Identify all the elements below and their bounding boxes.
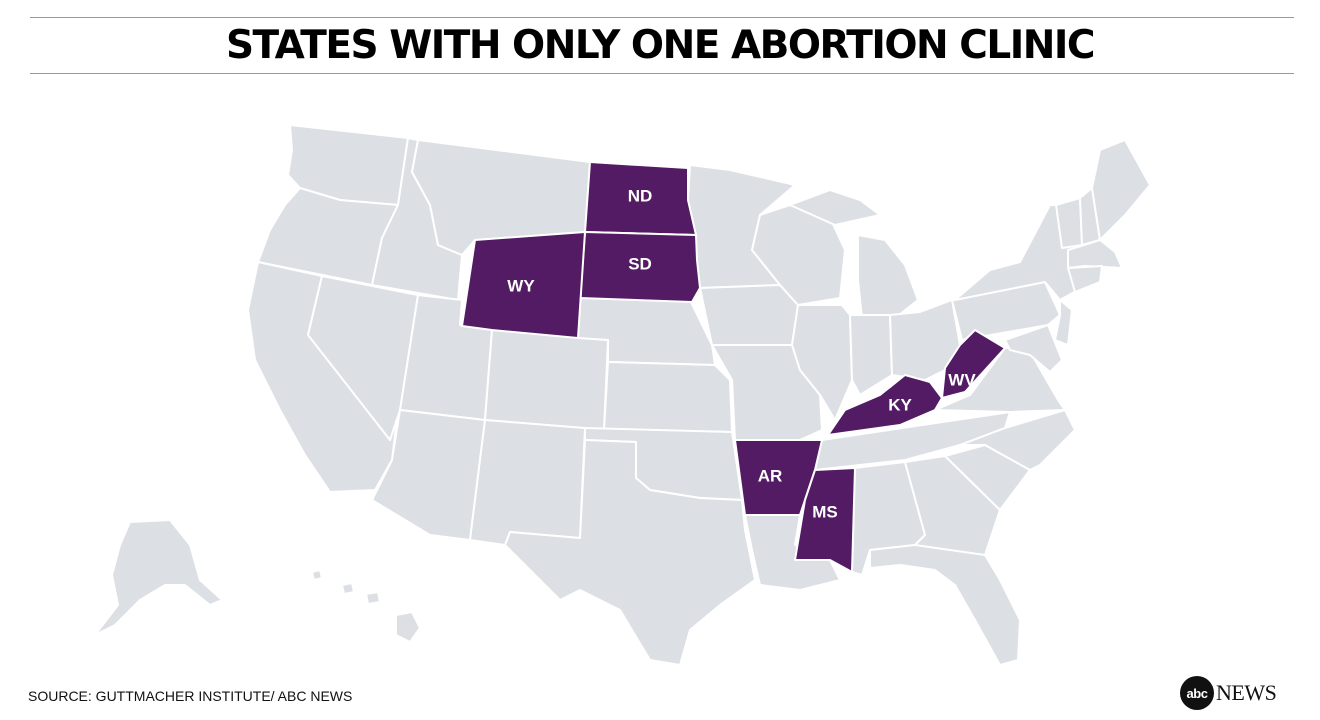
state-hi [311, 569, 421, 643]
state-label-ms: MS [812, 502, 838, 521]
state-mi [789, 189, 919, 319]
state-label-ar: AR [758, 466, 783, 485]
state-wv [941, 329, 1006, 399]
state-fl [869, 544, 1021, 666]
state-wy [461, 231, 586, 339]
state-label-wy: WY [507, 276, 535, 295]
state-me [1091, 139, 1151, 241]
state-in [849, 314, 893, 396]
state-ks [603, 361, 733, 433]
state-la [744, 514, 841, 591]
state-nv [307, 275, 419, 441]
state-nj [1054, 299, 1073, 346]
source-note: SOURCE: GUTTMACHER INSTITUTE/ ABC NEWS [28, 688, 353, 704]
state-ct [1067, 265, 1103, 293]
state-label-ky: KY [888, 395, 912, 414]
abc-logo-word: NEWS [1216, 680, 1277, 705]
abc-logo-mark: abc [1180, 676, 1214, 710]
state-nm [469, 419, 586, 546]
state-ms [794, 467, 856, 573]
title-rule-bottom [30, 73, 1294, 74]
state-va [934, 347, 1066, 413]
state-label-nd: ND [628, 186, 653, 205]
map-title: STATES WITH ONLY ONE ABORTION CLINIC [225, 23, 1096, 68]
state-ia [699, 284, 799, 346]
state-label-sd: SD [628, 254, 652, 273]
state-ky [827, 374, 943, 436]
state-label-wv: WV [948, 370, 976, 389]
state-tx [504, 439, 756, 666]
state-nc [959, 409, 1076, 471]
state-il [791, 304, 853, 421]
state-co [484, 329, 609, 431]
state-nd [584, 161, 697, 236]
abc-news-logo: abc NEWS [1180, 676, 1290, 712]
title-rule-top [30, 17, 1294, 18]
state-ak [94, 519, 223, 636]
state-md [1004, 324, 1063, 373]
